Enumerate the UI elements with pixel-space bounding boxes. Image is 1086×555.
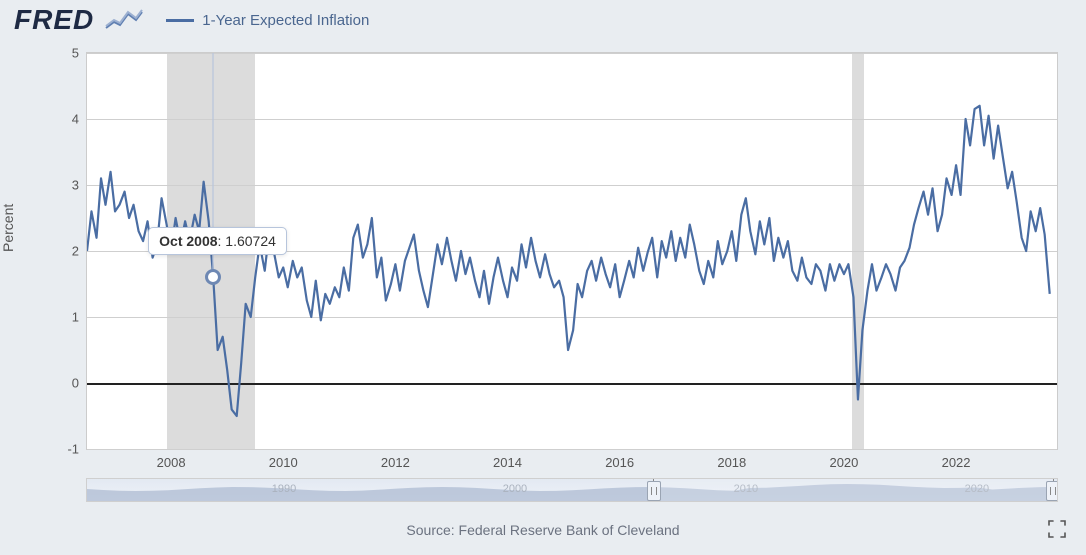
y-axis-label: Percent (0, 204, 16, 252)
legend-label: 1-Year Expected Inflation (202, 12, 369, 29)
xtick-label: 2012 (381, 449, 410, 470)
ytick-label: 4 (72, 112, 87, 127)
ytick-label: 0 (72, 376, 87, 391)
xtick-label: 2010 (269, 449, 298, 470)
time-range-slider[interactable]: 1990200020102020 (86, 478, 1058, 502)
expand-icon[interactable] (1048, 520, 1066, 538)
ytick-label: 2 (72, 244, 87, 259)
source-attribution: Source: Federal Reserve Bank of Clevelan… (0, 522, 1086, 538)
tooltip-date: Oct 2008 (159, 233, 217, 249)
ytick-label: 1 (72, 310, 87, 325)
slider-decade-label: 1990 (272, 483, 296, 495)
ytick-label: 5 (72, 46, 87, 61)
tooltip: Oct 2008: 1.60724 (148, 227, 287, 255)
tooltip-point-marker (205, 269, 221, 285)
gridline (87, 317, 1057, 318)
gridline (87, 53, 1057, 54)
xtick-label: 2022 (942, 449, 971, 470)
gridline (87, 119, 1057, 120)
fred-logo-chart-icon (104, 8, 144, 32)
ytick-label: -1 (67, 442, 87, 457)
legend: 1-Year Expected Inflation (166, 12, 369, 29)
tooltip-value: : 1.60724 (218, 233, 276, 249)
legend-line-icon (166, 19, 194, 22)
xtick-label: 2020 (829, 449, 858, 470)
zero-line (87, 383, 1057, 385)
xtick-label: 2018 (717, 449, 746, 470)
xtick-label: 2016 (605, 449, 634, 470)
gridline (87, 185, 1057, 186)
slider-handle-right[interactable] (1046, 481, 1058, 501)
slider-handle-left[interactable] (647, 481, 661, 501)
slider-decade-label: 2000 (503, 483, 527, 495)
xtick-label: 2008 (157, 449, 186, 470)
gridline (87, 449, 1057, 450)
fred-logo: FRED (14, 4, 94, 36)
chart-plot-area[interactable]: -101234520082010201220142016201820202022… (86, 52, 1058, 450)
ytick-label: 3 (72, 178, 87, 193)
slider-selection[interactable] (653, 479, 1055, 501)
xtick-label: 2014 (493, 449, 522, 470)
